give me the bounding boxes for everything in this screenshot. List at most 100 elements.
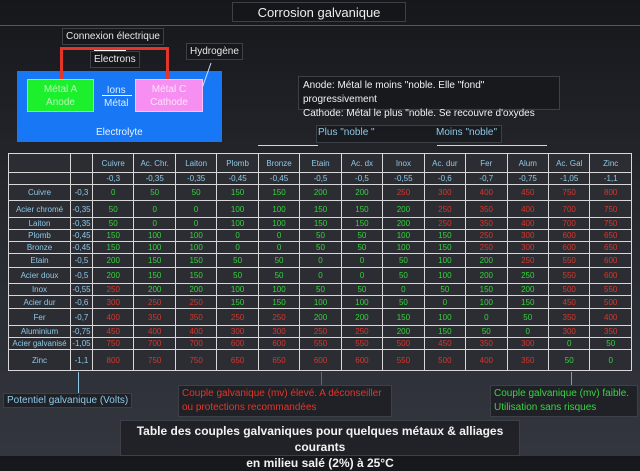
column-potential: -0,7: [465, 172, 508, 185]
row-potential: -0,7: [70, 308, 93, 326]
couple-value-cell: 750: [133, 349, 176, 371]
couple-value-cell: 500: [589, 295, 632, 309]
column-header: Laiton: [174, 153, 218, 173]
couple-value-cell: 100: [382, 241, 425, 254]
connection-label: Connexion électrique: [62, 28, 164, 45]
couple-value-cell: 300: [423, 184, 467, 201]
couple-value-cell: 300: [506, 241, 549, 254]
couple-value-cell: 150: [423, 241, 467, 254]
high-legend-line2: ou protections recommandées: [182, 402, 317, 413]
row-metal-name: Fer: [8, 308, 71, 326]
table-row: Fer -0,7 400 350 350 250 250 200 200 150 100 0 50 350…: [8, 308, 632, 326]
couple-value-cell: 0: [299, 253, 342, 268]
metal-c-role: Cathode: [150, 97, 188, 108]
couple-value-cell: 0: [133, 200, 176, 218]
row-metal-name: Laiton: [8, 217, 71, 230]
column-potential: -0,45: [216, 172, 259, 185]
couple-value-cell: 150: [299, 217, 342, 230]
column-potential: -0,6: [423, 172, 467, 185]
couple-value-cell: 50: [91, 200, 135, 218]
couple-value-cell: 250: [423, 200, 467, 218]
couple-value-cell: 0: [174, 200, 218, 218]
couple-value-cell: 100: [423, 267, 467, 284]
high-couple-legend: Couple galvanique (mv) élevé. A déconsei…: [178, 385, 392, 417]
couple-value-cell: 350: [174, 308, 218, 326]
couple-value-cell: 100: [216, 217, 259, 230]
couple-value-cell: 50: [382, 253, 425, 268]
table-row: Etain -0,5 200 150 150 50 50 0 0 50 100 200 250 550 60…: [8, 253, 632, 268]
table-row: Aluminium -0,75 450 400 400 300 300 250 250 200 15…: [8, 325, 632, 338]
couple-value-cell: 50: [589, 337, 632, 350]
ions-metal-text: Métal: [104, 98, 129, 109]
couple-value-cell: 200: [465, 267, 508, 284]
row-potential: -1,1: [70, 349, 93, 371]
couple-value-cell: 350: [465, 217, 508, 230]
anode-note: Anode: Métal le moins "noble. Elle "fond…: [303, 80, 485, 105]
couple-value-cell: 350: [133, 308, 176, 326]
couple-value-cell: 650: [589, 229, 632, 242]
couple-value-cell: 50: [299, 229, 342, 242]
page-title: Corrosion galvanique: [232, 2, 406, 22]
couple-value-cell: 50: [299, 241, 342, 254]
couple-value-cell: 550: [299, 337, 342, 350]
couple-value-cell: 750: [547, 184, 591, 201]
couple-value-cell: 150: [216, 184, 259, 201]
couple-value-cell: 750: [589, 217, 632, 230]
less-noble-label: Moins "noble": [436, 127, 498, 138]
couple-value-cell: 600: [340, 349, 384, 371]
couple-value-cell: 250: [299, 325, 342, 338]
couple-value-cell: 0: [299, 267, 342, 284]
couple-value-cell: 100: [423, 308, 467, 326]
couple-value-cell: 350: [589, 325, 632, 338]
couple-value-cell: 600: [257, 337, 301, 350]
row-potential: -1,05: [70, 337, 93, 350]
caption-line2: en milieu salé (2%) à 25°C: [246, 456, 394, 470]
couple-value-cell: 150: [423, 229, 467, 242]
column-header: Plomb: [216, 153, 259, 173]
row-potential: -0,5: [70, 267, 93, 284]
couple-value-cell: 100: [174, 241, 218, 254]
header-row: Cuivre Ac. Chr. Laiton Plomb Bronze Etain Ac. …: [8, 153, 632, 173]
more-noble-label: Plus "noble ": [318, 127, 375, 138]
couple-value-cell: 450: [91, 325, 135, 338]
couple-value-cell: 250: [174, 295, 218, 309]
couple-value-cell: 400: [91, 308, 135, 326]
couple-value-cell: 50: [133, 184, 176, 201]
electron-arrow-icon: [94, 50, 126, 51]
couple-value-cell: 100: [382, 229, 425, 242]
couple-value-cell: 150: [216, 295, 259, 309]
high-pointer: [321, 372, 322, 386]
couple-value-cell: 0: [257, 229, 301, 242]
metal-c-cathode: Métal C Cathode: [135, 79, 203, 112]
couple-value-cell: 100: [257, 217, 301, 230]
row-potential: -0,55: [70, 283, 93, 296]
row-metal-name: Acier chromé: [8, 200, 71, 218]
couple-value-cell: 50: [382, 295, 425, 309]
galvanic-table: Cuivre Ac. Chr. Laiton Plomb Bronze Etain Ac. …: [8, 153, 632, 371]
couple-value-cell: 0: [340, 253, 384, 268]
couple-value-cell: 50: [299, 283, 342, 296]
couple-value-cell: 50: [174, 184, 218, 201]
column-header: Inox: [382, 153, 425, 173]
left-arrow-icon: [258, 145, 318, 146]
couple-value-cell: 150: [133, 267, 176, 284]
couple-value-cell: 50: [340, 283, 384, 296]
couple-value-cell: 0: [340, 267, 384, 284]
metal-a-name: Métal A: [43, 84, 78, 95]
couple-value-cell: 300: [506, 229, 549, 242]
potential-row: -0,3 -0,35 -0,35 -0,45 -0,45 -0,5 -0,5 -0,55 -0,…: [8, 172, 632, 185]
couple-value-cell: 100: [133, 241, 176, 254]
couple-value-cell: 500: [547, 283, 591, 296]
table-row: Zinc -1,1 800 750 750 650 650 600 600 550 500 400 35…: [8, 349, 632, 371]
couple-value-cell: 550: [589, 283, 632, 296]
table-row: Acier doux -0,5 200 150 150 50 50 0 0 50 100 200 250…: [8, 267, 632, 284]
row-metal-name: Inox: [8, 283, 71, 296]
table-row: Bronze -0,45 150 100 100 0 0 50 50 100 150 250 300 60…: [8, 241, 632, 254]
couple-value-cell: 100: [257, 283, 301, 296]
row-potential: -0,45: [70, 229, 93, 242]
couple-value-cell: 0: [382, 283, 425, 296]
couple-value-cell: 400: [174, 325, 218, 338]
low-pointer: [571, 372, 572, 386]
metal-a-anode: Métal A Anode: [27, 79, 94, 112]
row-potential: -0,6: [70, 295, 93, 309]
